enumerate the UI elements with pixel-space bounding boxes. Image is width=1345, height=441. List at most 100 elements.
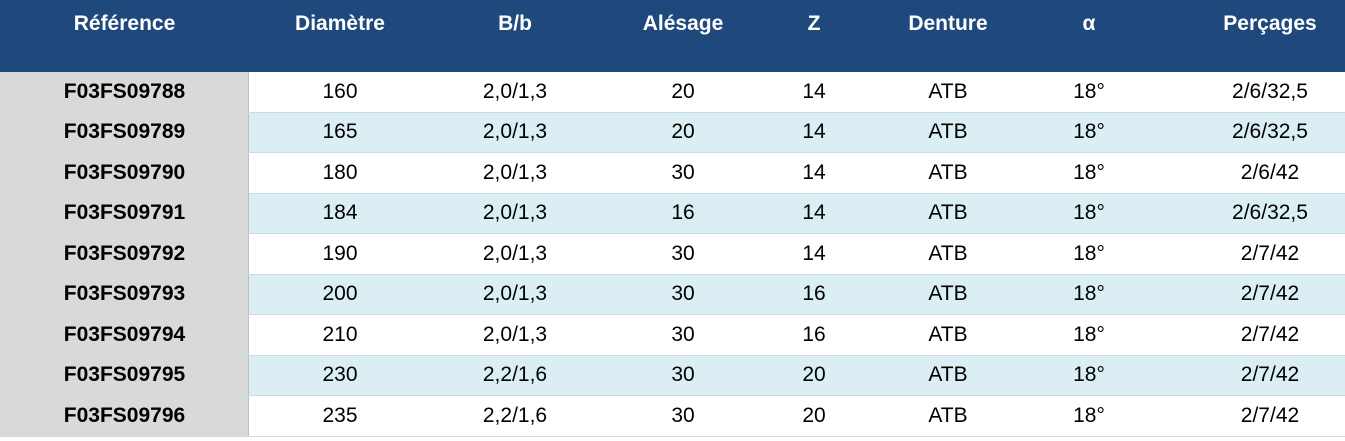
- table-row: F03FS09790 180 2,0/1,3 30 14 ATB 18° 2/6…: [0, 153, 1345, 194]
- cell-z: 14: [802, 241, 826, 265]
- reference-cell-bg: [0, 72, 249, 112]
- table-row: F03FS09792 190 2,0/1,3 30 14 ATB 18° 2/7…: [0, 234, 1345, 275]
- reference-cell-bg: [0, 234, 249, 274]
- table-row: F03FS09794 210 2,0/1,3 30 16 ATB 18° 2/7…: [0, 315, 1345, 356]
- cell-reference: F03FS09794: [63, 322, 186, 346]
- cell-reference: F03FS09788: [63, 79, 186, 103]
- cell-z: 14: [802, 79, 826, 103]
- cell-denture: ATB: [928, 160, 968, 184]
- header-z: Z: [807, 12, 821, 35]
- reference-cell-bg: [0, 153, 249, 193]
- cell-alpha: 18°: [1073, 403, 1105, 427]
- cell-percages: 2/6/32,5: [1232, 201, 1308, 225]
- cell-alesage: 20: [671, 79, 695, 103]
- cell-percages: 2/6/42: [1240, 160, 1300, 184]
- cell-b-b: 2,0/1,3: [482, 201, 548, 225]
- cell-alesage: 16: [671, 201, 695, 225]
- cell-b-b: 2,0/1,3: [482, 322, 548, 346]
- header-diametre: Diamètre: [295, 12, 385, 35]
- cell-alpha: 18°: [1073, 201, 1105, 225]
- cell-b-b: 2,0/1,3: [482, 120, 548, 144]
- cell-b-b: 2,0/1,3: [482, 160, 548, 184]
- cell-alesage: 30: [671, 403, 695, 427]
- cell-b-b: 2,0/1,3: [482, 282, 548, 306]
- cell-reference: F03FS09796: [63, 403, 186, 427]
- cell-z: 14: [802, 160, 826, 184]
- cell-diametre: 165: [322, 120, 358, 144]
- cell-alesage: 30: [671, 282, 695, 306]
- cell-alesage: 30: [671, 322, 695, 346]
- cell-reference: F03FS09791: [63, 201, 186, 225]
- cell-b-b: 2,0/1,3: [482, 241, 548, 265]
- cell-denture: ATB: [928, 201, 968, 225]
- cell-denture: ATB: [928, 322, 968, 346]
- reference-cell-bg: [0, 112, 249, 152]
- table-row: F03FS09793 200 2,0/1,3 30 16 ATB 18° 2/7…: [0, 274, 1345, 315]
- cell-percages: 2/7/42: [1240, 363, 1300, 387]
- cell-alpha: 18°: [1073, 79, 1105, 103]
- cell-diametre: 190: [322, 241, 358, 265]
- table-header: Référence Diamètre B/b Alésage Z Denture…: [0, 0, 1345, 72]
- cell-b-b: 2,0/1,3: [482, 79, 548, 103]
- cell-diametre: 200: [322, 282, 358, 306]
- table-row: F03FS09788 160 2,0/1,3 20 14 ATB 18° 2/6…: [0, 72, 1345, 113]
- reference-cell-bg: [0, 193, 249, 233]
- cell-z: 14: [802, 201, 826, 225]
- cell-alpha: 18°: [1073, 363, 1105, 387]
- cell-denture: ATB: [928, 363, 968, 387]
- cell-denture: ATB: [928, 241, 968, 265]
- header-alesage: Alésage: [642, 12, 724, 35]
- header-percages: Perçages: [1223, 12, 1317, 35]
- cell-percages: 2/7/42: [1240, 403, 1300, 427]
- cell-diametre: 230: [322, 363, 358, 387]
- cell-alpha: 18°: [1073, 241, 1105, 265]
- header-reference: Référence: [73, 12, 176, 35]
- cell-percages: 2/6/32,5: [1232, 120, 1308, 144]
- reference-cell-bg: [0, 396, 249, 436]
- cell-percages: 2/7/42: [1240, 282, 1300, 306]
- cell-alesage: 20: [671, 120, 695, 144]
- cell-alpha: 18°: [1073, 120, 1105, 144]
- table-row: F03FS09791 184 2,0/1,3 16 14 ATB 18° 2/6…: [0, 193, 1345, 234]
- cell-z: 20: [802, 363, 826, 387]
- cell-reference: F03FS09789: [63, 120, 186, 144]
- cell-denture: ATB: [928, 403, 968, 427]
- cell-b-b: 2,2/1,6: [482, 403, 548, 427]
- cell-b-b: 2,2/1,6: [482, 363, 548, 387]
- cell-denture: ATB: [928, 79, 968, 103]
- header-alpha: α: [1082, 12, 1096, 35]
- cell-reference: F03FS09793: [63, 282, 186, 306]
- cell-z: 14: [802, 120, 826, 144]
- cell-alesage: 30: [671, 241, 695, 265]
- cell-percages: 2/7/42: [1240, 322, 1300, 346]
- table-row: F03FS09789 165 2,0/1,3 20 14 ATB 18° 2/6…: [0, 112, 1345, 153]
- cell-diametre: 180: [322, 160, 358, 184]
- cell-reference: F03FS09795: [63, 363, 186, 387]
- reference-cell-bg: [0, 274, 249, 314]
- cell-reference: F03FS09790: [63, 160, 186, 184]
- cell-percages: 2/7/42: [1240, 241, 1300, 265]
- table-row: F03FS09796 235 2,2/1,6 30 20 ATB 18° 2/7…: [0, 396, 1345, 437]
- header-denture: Denture: [908, 12, 988, 35]
- cell-reference: F03FS09792: [63, 241, 186, 265]
- cell-z: 16: [802, 322, 826, 346]
- table-body: F03FS09788 160 2,0/1,3 20 14 ATB 18° 2/6…: [0, 72, 1345, 437]
- header-b-b: B/b: [498, 12, 532, 35]
- cell-z: 16: [802, 282, 826, 306]
- cell-alesage: 30: [671, 160, 695, 184]
- table-row: F03FS09795 230 2,2/1,6 30 20 ATB 18° 2/7…: [0, 355, 1345, 396]
- reference-cell-bg: [0, 315, 249, 355]
- cell-denture: ATB: [928, 282, 968, 306]
- cell-alpha: 18°: [1073, 322, 1105, 346]
- cell-percages: 2/6/32,5: [1232, 79, 1308, 103]
- cell-denture: ATB: [928, 120, 968, 144]
- cell-diametre: 210: [322, 322, 358, 346]
- reference-cell-bg: [0, 355, 249, 395]
- cell-diametre: 235: [322, 403, 358, 427]
- cell-diametre: 160: [322, 79, 358, 103]
- cell-diametre: 184: [322, 201, 358, 225]
- cell-alpha: 18°: [1073, 282, 1105, 306]
- cell-alpha: 18°: [1073, 160, 1105, 184]
- cell-z: 20: [802, 403, 826, 427]
